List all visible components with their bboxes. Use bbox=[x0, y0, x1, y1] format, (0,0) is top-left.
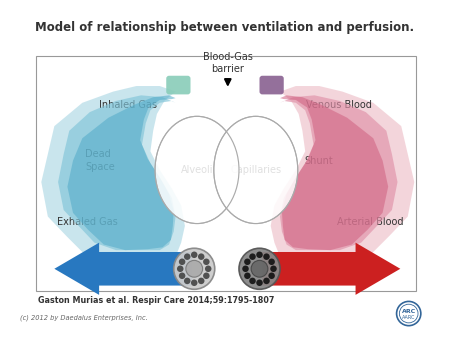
Text: Alveoli: Alveoli bbox=[181, 165, 213, 175]
Text: (c) 2012 by Daedalus Enterprises, Inc.: (c) 2012 by Daedalus Enterprises, Inc. bbox=[20, 314, 148, 321]
Circle shape bbox=[239, 248, 280, 289]
Bar bbox=[36, 56, 416, 291]
Text: Shunt: Shunt bbox=[304, 155, 333, 166]
Circle shape bbox=[203, 272, 210, 279]
Text: Capillaries: Capillaries bbox=[230, 165, 281, 175]
FancyBboxPatch shape bbox=[260, 76, 284, 94]
Polygon shape bbox=[280, 95, 388, 250]
Circle shape bbox=[177, 266, 184, 272]
Text: AARC: AARC bbox=[402, 315, 415, 320]
Circle shape bbox=[256, 280, 263, 286]
Text: ARC: ARC bbox=[401, 309, 416, 314]
Circle shape bbox=[249, 277, 256, 284]
Circle shape bbox=[186, 260, 202, 277]
Circle shape bbox=[184, 277, 190, 284]
Circle shape bbox=[263, 254, 270, 260]
Circle shape bbox=[205, 266, 211, 272]
Circle shape bbox=[179, 272, 185, 279]
Ellipse shape bbox=[214, 116, 298, 223]
Circle shape bbox=[268, 272, 275, 279]
Circle shape bbox=[251, 260, 268, 277]
Circle shape bbox=[244, 259, 251, 265]
Circle shape bbox=[191, 280, 198, 286]
Text: Dead
Space: Dead Space bbox=[85, 149, 115, 172]
Circle shape bbox=[256, 251, 263, 258]
Text: Inhaled Gas: Inhaled Gas bbox=[99, 100, 157, 110]
FancyBboxPatch shape bbox=[166, 76, 190, 94]
Text: Venous Blood: Venous Blood bbox=[306, 100, 372, 110]
Circle shape bbox=[191, 251, 198, 258]
Circle shape bbox=[270, 266, 277, 272]
Circle shape bbox=[396, 301, 421, 325]
Text: Arterial Blood: Arterial Blood bbox=[337, 217, 403, 227]
FancyArrow shape bbox=[262, 243, 400, 295]
Polygon shape bbox=[280, 95, 397, 250]
Text: Gaston Murias et al. Respir Care 2014;59:1795-1807: Gaston Murias et al. Respir Care 2014;59… bbox=[39, 296, 275, 305]
Polygon shape bbox=[68, 95, 176, 250]
Circle shape bbox=[242, 266, 249, 272]
Circle shape bbox=[263, 277, 270, 284]
Circle shape bbox=[184, 254, 190, 260]
Circle shape bbox=[174, 248, 215, 289]
FancyArrow shape bbox=[54, 243, 192, 295]
Circle shape bbox=[179, 259, 185, 265]
Polygon shape bbox=[271, 86, 414, 263]
Circle shape bbox=[244, 272, 251, 279]
Text: Model of relationship between ventilation and perfusion.: Model of relationship between ventilatio… bbox=[36, 21, 414, 34]
Text: Blood-Gas
barrier: Blood-Gas barrier bbox=[203, 51, 253, 74]
Circle shape bbox=[198, 277, 204, 284]
Circle shape bbox=[268, 259, 275, 265]
Text: Exhaled Gas: Exhaled Gas bbox=[57, 217, 118, 227]
Polygon shape bbox=[58, 95, 176, 250]
Circle shape bbox=[249, 254, 256, 260]
Polygon shape bbox=[41, 86, 185, 263]
Circle shape bbox=[198, 254, 204, 260]
Ellipse shape bbox=[155, 116, 239, 223]
Circle shape bbox=[203, 259, 210, 265]
